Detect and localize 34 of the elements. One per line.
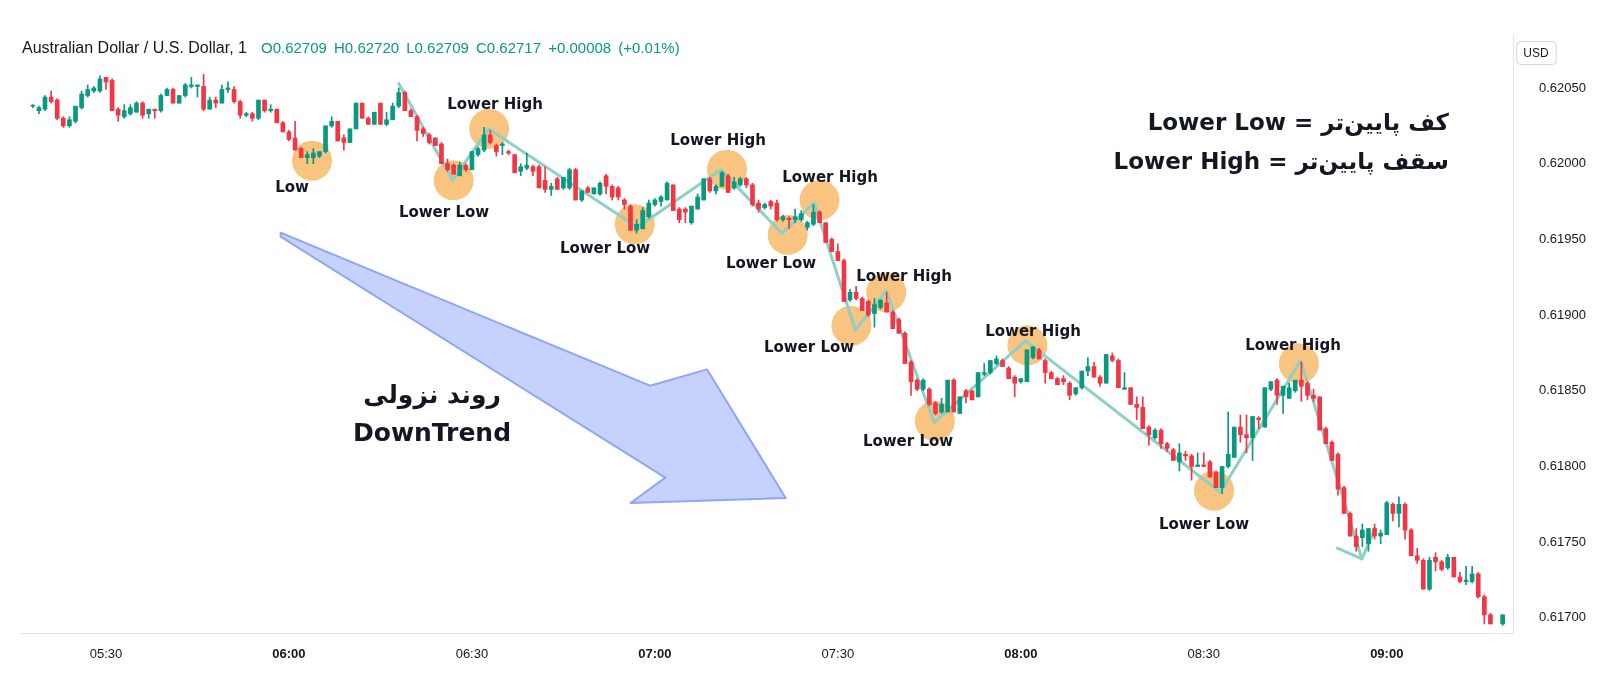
y-axis-title: USD: [1523, 45, 1549, 60]
annotation: Lower Low: [725, 253, 817, 272]
x-tick-label: 06:30: [455, 646, 489, 662]
y-tick-label: 0.62000: [1539, 155, 1586, 171]
x-tick-label: 08:00: [1004, 646, 1038, 662]
x-tick-label: 09:00: [1370, 646, 1404, 662]
x-tick-label: 05:30: [89, 646, 123, 662]
annotation: Lower High: [985, 321, 1081, 340]
y-tick-label: 0.61800: [1539, 458, 1586, 474]
x-tick-label: 06:00: [272, 646, 306, 662]
x-tick-label: 07:00: [638, 646, 672, 662]
annotation: Lower High: [447, 94, 543, 113]
x-tick-label: 08:30: [1187, 646, 1221, 662]
annotation: Lower High: [670, 130, 766, 149]
annotation: Lower Low: [1158, 514, 1250, 533]
annotation: Low: [275, 177, 309, 196]
annotation: سقف پایین‌تر = Lower High: [1113, 147, 1449, 175]
y-tick-label: 0.61850: [1539, 382, 1586, 398]
annotation: کف پایین‌تر = Lower Low: [1147, 108, 1450, 136]
x-tick-label: 07:30: [821, 646, 855, 662]
y-tick-label: 0.61900: [1539, 306, 1586, 322]
chart-subtitle: O0.62709 H0.62720 L0.62709 C0.62717 +0.00008 (+0.01%): [260, 39, 680, 57]
annotation: Lower Low: [763, 337, 855, 356]
annotation: Lower Low: [398, 202, 490, 221]
chart-title: Australian Dollar / U.S. Dollar, 1: [22, 39, 248, 57]
annotation: Lower High: [856, 266, 952, 285]
y-tick-label: 0.61950: [1539, 230, 1586, 246]
y-tick-label: 0.62050: [1539, 79, 1586, 95]
annotation: Lower Low: [862, 431, 954, 450]
annotation: Lower Low: [559, 238, 651, 257]
annotation: Lower High: [782, 167, 878, 186]
y-tick-label: 0.61750: [1539, 533, 1586, 549]
annotation: Lower High: [1245, 335, 1341, 354]
y-tick-label: 0.61700: [1539, 609, 1586, 625]
